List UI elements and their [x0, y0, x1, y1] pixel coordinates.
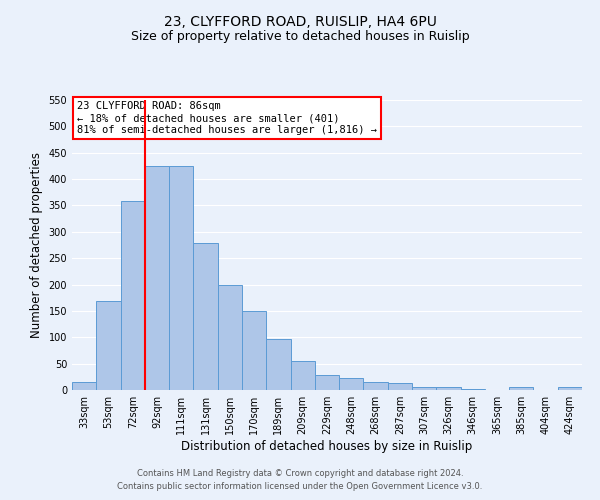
Bar — [436, 388, 461, 390]
Text: 23 CLYFFORD ROAD: 86sqm
← 18% of detached houses are smaller (401)
81% of semi-d: 23 CLYFFORD ROAD: 86sqm ← 18% of detache… — [77, 102, 377, 134]
Bar — [193, 244, 218, 390]
Bar — [169, 166, 193, 390]
Bar — [412, 387, 436, 390]
Bar — [266, 339, 290, 390]
Bar — [290, 361, 315, 390]
Bar — [218, 284, 242, 390]
Bar — [509, 388, 533, 390]
Bar — [121, 201, 145, 390]
Text: Contains public sector information licensed under the Open Government Licence v3: Contains public sector information licen… — [118, 482, 482, 491]
Bar — [315, 375, 339, 390]
X-axis label: Distribution of detached houses by size in Ruislip: Distribution of detached houses by size … — [181, 440, 473, 453]
Text: Size of property relative to detached houses in Ruislip: Size of property relative to detached ho… — [131, 30, 469, 43]
Bar — [72, 382, 96, 390]
Bar — [558, 388, 582, 390]
Bar — [96, 302, 121, 390]
Y-axis label: Number of detached properties: Number of detached properties — [30, 152, 43, 338]
Bar — [364, 382, 388, 390]
Text: 23, CLYFFORD ROAD, RUISLIP, HA4 6PU: 23, CLYFFORD ROAD, RUISLIP, HA4 6PU — [164, 15, 436, 29]
Bar — [145, 166, 169, 390]
Bar — [242, 311, 266, 390]
Bar — [339, 378, 364, 390]
Bar — [388, 382, 412, 390]
Text: Contains HM Land Registry data © Crown copyright and database right 2024.: Contains HM Land Registry data © Crown c… — [137, 468, 463, 477]
